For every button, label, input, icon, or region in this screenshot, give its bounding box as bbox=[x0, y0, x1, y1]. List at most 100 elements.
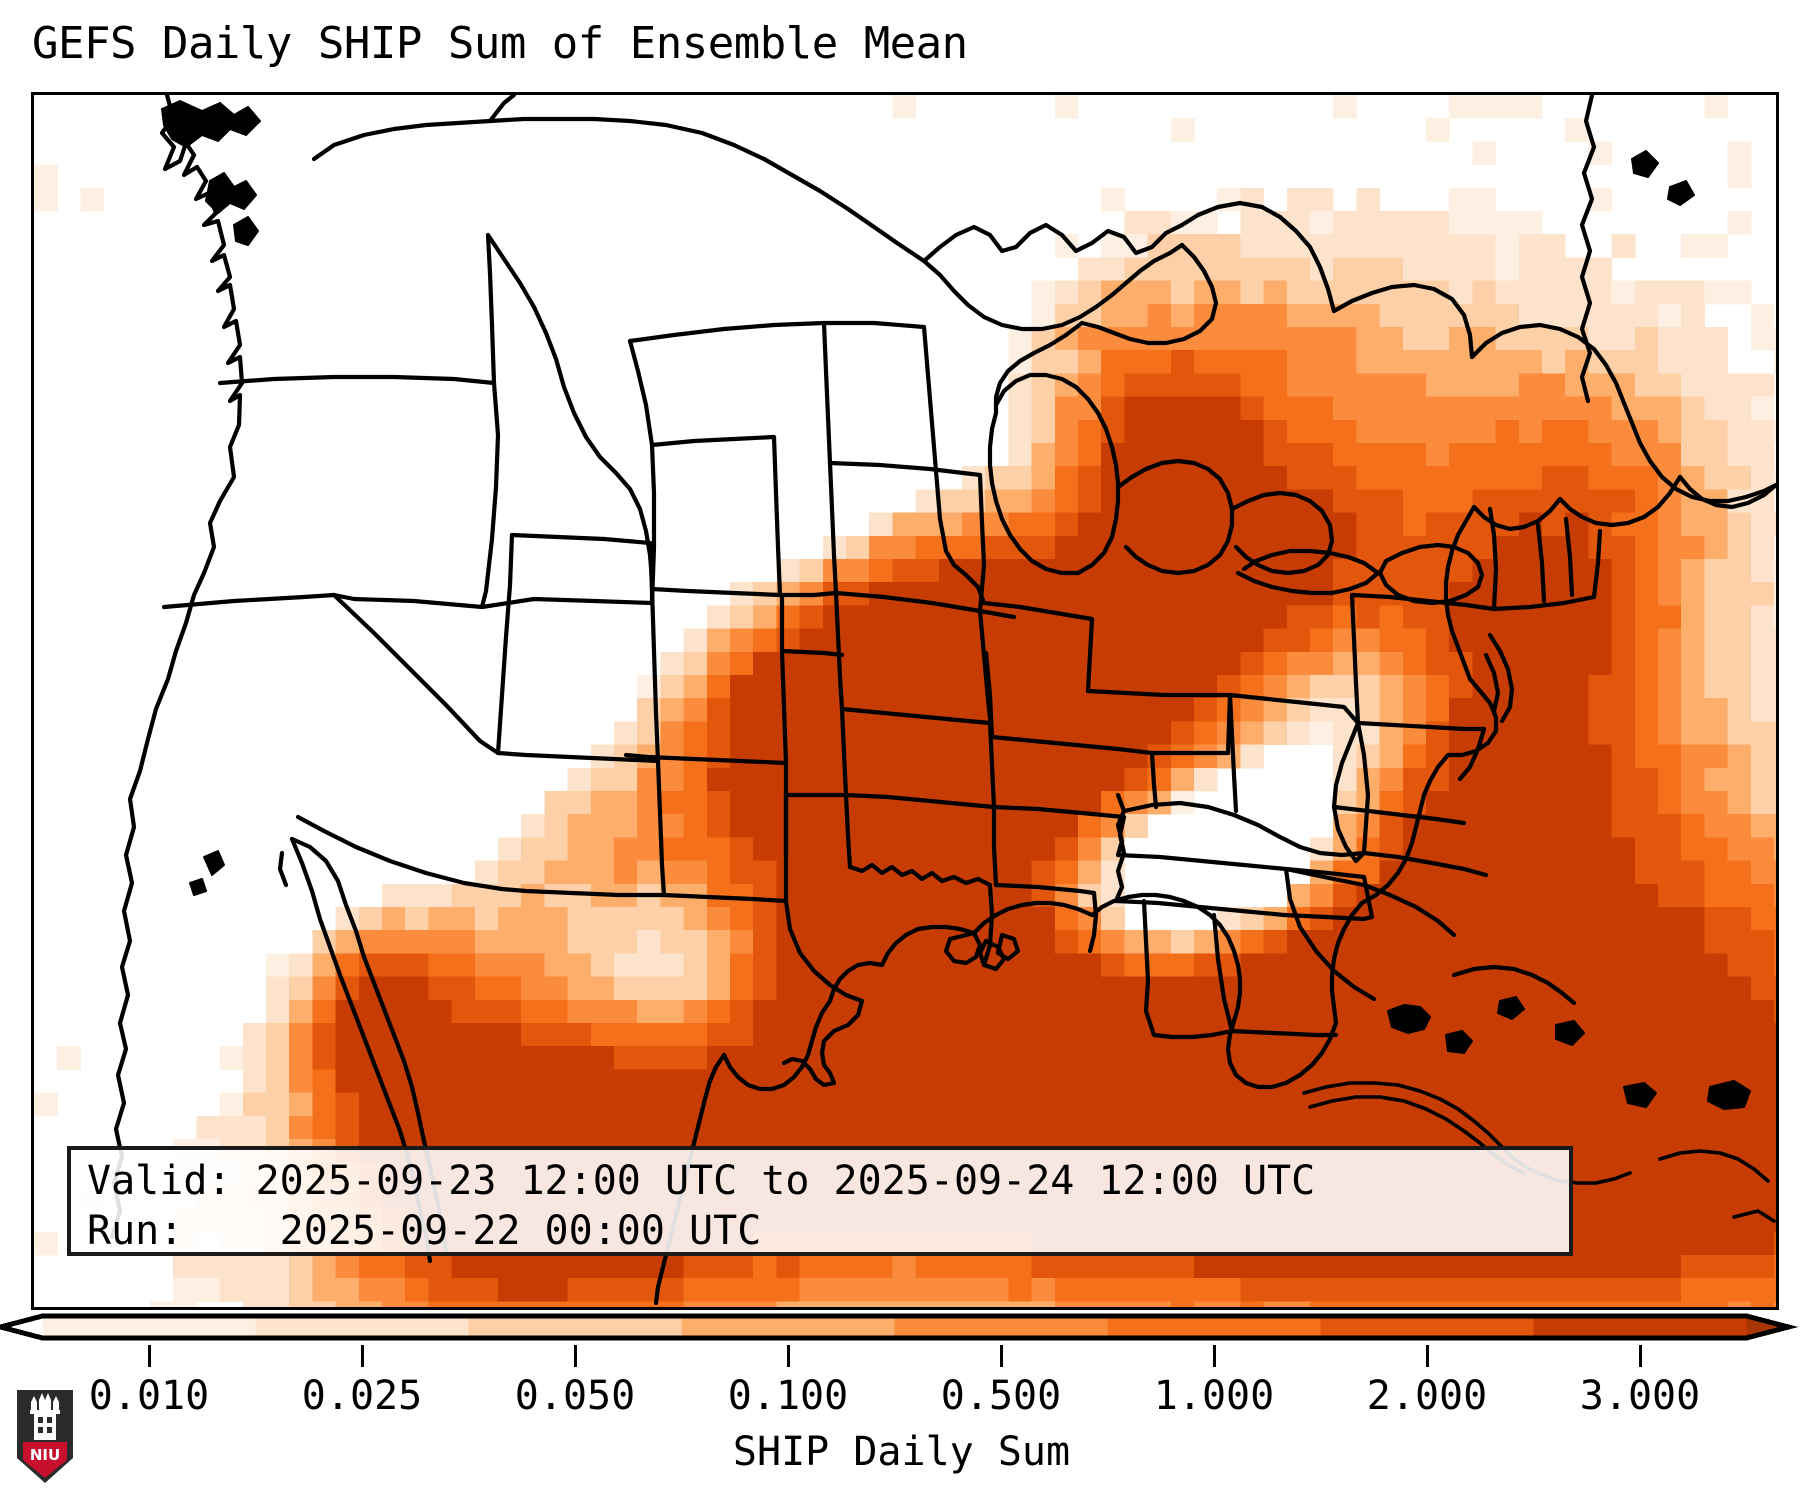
heatmap-cell bbox=[1170, 1278, 1195, 1302]
heatmap-cell bbox=[266, 1115, 290, 1140]
heatmap-cell bbox=[1750, 396, 1775, 421]
heatmap-cell bbox=[474, 1301, 499, 1307]
heatmap-cell bbox=[1310, 234, 1334, 258]
heatmap-cell bbox=[776, 976, 801, 1001]
heatmap-cell bbox=[1310, 211, 1334, 235]
heatmap-cell bbox=[358, 1301, 383, 1307]
heatmap-cell bbox=[1170, 280, 1195, 305]
heatmap-cell bbox=[498, 1046, 522, 1070]
heatmap-cell bbox=[335, 930, 360, 954]
heatmap-cell bbox=[567, 1023, 592, 1047]
heatmap-cell bbox=[1518, 628, 1543, 653]
heatmap-cell bbox=[1147, 466, 1172, 490]
heatmap-cell bbox=[1402, 1255, 1427, 1279]
heatmap-cell bbox=[1449, 698, 1473, 722]
heatmap-cell bbox=[1634, 837, 1659, 862]
heatmap-cell bbox=[1750, 605, 1775, 630]
heatmap-cell bbox=[637, 953, 661, 978]
heatmap-cell bbox=[706, 1278, 731, 1302]
heatmap-cell bbox=[1750, 373, 1775, 398]
heatmap-cell bbox=[1194, 999, 1218, 1024]
heatmap-cell bbox=[869, 1255, 893, 1279]
heatmap-cell bbox=[1611, 1231, 1636, 1256]
heatmap-cell bbox=[1750, 1231, 1775, 1256]
heatmap-cell bbox=[521, 1278, 545, 1302]
heatmap-cell bbox=[1426, 466, 1450, 490]
heatmap-cell bbox=[521, 930, 545, 954]
heatmap-cell bbox=[1286, 303, 1311, 328]
heatmap-cell bbox=[1588, 744, 1613, 769]
heatmap-cell bbox=[1333, 999, 1357, 1024]
heatmap-cell bbox=[544, 1069, 569, 1094]
heatmap-cell bbox=[1263, 953, 1288, 978]
heatmap-cell bbox=[1147, 582, 1172, 606]
heatmap-cell bbox=[1101, 1255, 1125, 1279]
heatmap-cell bbox=[1634, 327, 1659, 351]
heatmap-cell bbox=[1379, 303, 1404, 328]
heatmap-cell bbox=[1286, 280, 1311, 305]
heatmap-cell bbox=[1194, 489, 1218, 514]
heatmap-cell bbox=[1379, 373, 1404, 398]
heatmap-cell bbox=[1194, 1046, 1218, 1070]
heatmap-cell bbox=[799, 883, 824, 908]
heatmap-cell bbox=[1681, 628, 1705, 653]
heatmap-cell bbox=[1750, 512, 1775, 537]
heatmap-cell bbox=[1518, 837, 1543, 862]
heatmap-cell bbox=[521, 1255, 545, 1279]
heatmap-cell bbox=[544, 930, 569, 954]
heatmap-cell bbox=[683, 721, 708, 746]
heatmap-cell bbox=[405, 976, 429, 1001]
heatmap-cell bbox=[869, 976, 893, 1001]
heatmap-cell bbox=[1263, 605, 1288, 630]
heatmap-cell bbox=[1426, 698, 1450, 722]
heatmap-cell bbox=[637, 1255, 661, 1279]
heatmap-cell bbox=[1263, 466, 1288, 490]
heatmap-cell bbox=[1472, 373, 1497, 398]
heatmap-cell bbox=[1240, 582, 1265, 606]
heatmap-cell bbox=[730, 698, 754, 722]
heatmap-cell bbox=[1240, 1023, 1265, 1047]
heatmap-cell bbox=[1565, 999, 1589, 1024]
heatmap-cell bbox=[1774, 1069, 1776, 1094]
heatmap-cell bbox=[1124, 814, 1149, 838]
heatmap-cell bbox=[242, 1255, 267, 1279]
heatmap-cell bbox=[1472, 791, 1497, 815]
heatmap-cell bbox=[1426, 118, 1450, 142]
heatmap-cell bbox=[1658, 675, 1682, 699]
heatmap-cell bbox=[1078, 1301, 1102, 1307]
heatmap-cell bbox=[1147, 373, 1172, 398]
heatmap-cell bbox=[382, 930, 406, 954]
heatmap-cell bbox=[1402, 744, 1427, 769]
heatmap-cell bbox=[219, 1092, 244, 1117]
heatmap-cell bbox=[730, 767, 754, 792]
heatmap-cell bbox=[1170, 1301, 1195, 1307]
heatmap-cell bbox=[1750, 535, 1775, 560]
heatmap-cell bbox=[1008, 767, 1033, 792]
heatmap-cell bbox=[1402, 350, 1427, 374]
heatmap-cell bbox=[1518, 234, 1543, 258]
heatmap-cell bbox=[1542, 303, 1566, 328]
heatmap-cell bbox=[846, 628, 870, 653]
heatmap-cell bbox=[1681, 234, 1705, 258]
heatmap-cell bbox=[1704, 744, 1729, 769]
heatmap-cell bbox=[1495, 211, 1520, 235]
heatmap-cell bbox=[1402, 211, 1427, 235]
heatmap-cell bbox=[1658, 1115, 1682, 1140]
heatmap-cell bbox=[1147, 651, 1172, 676]
heatmap-cell bbox=[962, 883, 986, 908]
heatmap-cell bbox=[1263, 373, 1288, 398]
heatmap-cell bbox=[428, 1046, 453, 1070]
colorbar-tick bbox=[1000, 1345, 1003, 1367]
heatmap-cell bbox=[1031, 582, 1056, 606]
heatmap-cell bbox=[1750, 1278, 1775, 1302]
heatmap-cell bbox=[962, 651, 986, 676]
heatmap-cell bbox=[1333, 1115, 1357, 1140]
heatmap-cell bbox=[962, 698, 986, 722]
heatmap-cell bbox=[1634, 1278, 1659, 1302]
heatmap-cell bbox=[567, 930, 592, 954]
colorbar-band bbox=[1320, 1316, 1535, 1338]
heatmap-cell bbox=[80, 187, 105, 212]
heatmap-cell bbox=[660, 651, 685, 676]
heatmap-cell bbox=[683, 1301, 708, 1307]
heatmap-cell bbox=[1263, 1046, 1288, 1070]
